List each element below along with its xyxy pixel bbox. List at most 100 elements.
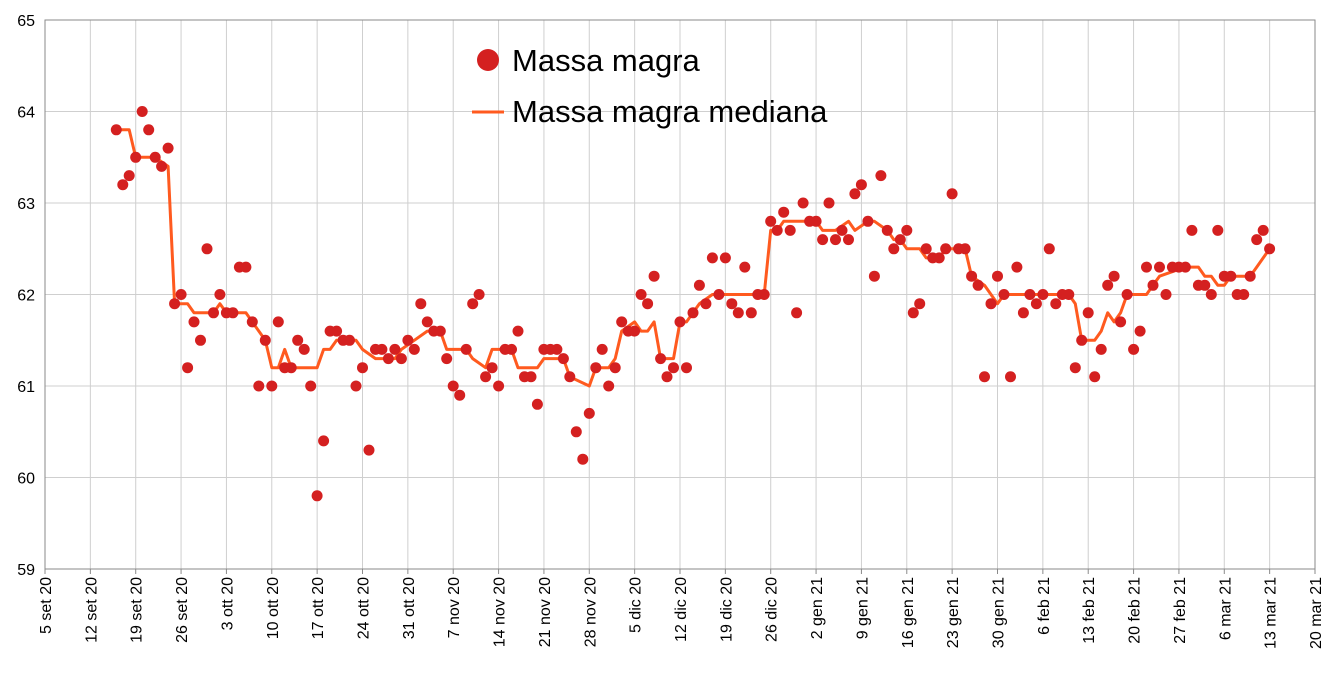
scatter-point — [1225, 270, 1237, 282]
scatter-point — [1257, 224, 1269, 236]
scatter-point — [344, 334, 355, 346]
scatter-point — [862, 215, 874, 227]
scatter-point — [182, 362, 194, 374]
scatter-point — [700, 298, 712, 310]
scatter-point — [1244, 270, 1256, 282]
x-tick-label: 14 nov 20 — [492, 577, 509, 647]
scatter-point — [1128, 343, 1140, 355]
scatter-point — [713, 289, 725, 300]
scatter-point — [810, 215, 822, 227]
scatter-point — [531, 398, 543, 410]
scatter-point — [642, 298, 654, 310]
scatter-point — [1043, 243, 1055, 255]
scatter-point — [1186, 224, 1198, 236]
scatter-point — [493, 380, 505, 392]
scatter-point — [253, 380, 265, 392]
scatter-point — [570, 426, 582, 438]
x-tick-label: 10 ott 20 — [265, 577, 282, 639]
scatter-point — [1030, 298, 1042, 310]
scatter-point — [318, 435, 330, 447]
scatter-point — [305, 380, 317, 392]
x-tick-label: 28 nov 20 — [582, 577, 599, 647]
scatter-point — [985, 298, 997, 310]
scatter-point — [577, 453, 589, 465]
scatter-point — [1011, 261, 1023, 273]
scatter-point — [363, 444, 375, 456]
scatter-point — [156, 160, 168, 172]
scatter-point — [771, 224, 783, 236]
scatter-point — [1063, 289, 1075, 300]
scatter-point — [765, 215, 777, 227]
x-tick-label: 21 nov 20 — [537, 577, 554, 647]
scatter-point — [169, 298, 181, 310]
scatter-point — [117, 179, 129, 191]
scatter-point — [609, 362, 621, 374]
scatter-point — [907, 307, 919, 319]
scatter-point — [227, 307, 239, 319]
scatter-point — [357, 362, 368, 374]
x-tick-label: 30 gen 21 — [991, 577, 1008, 648]
scatter-point — [551, 343, 563, 355]
scatter-point — [311, 490, 323, 502]
scatter-point — [823, 197, 835, 209]
scatter-point — [162, 142, 174, 154]
x-tick-label: 5 dic 20 — [628, 577, 645, 633]
scatter-point — [1251, 234, 1263, 246]
scatter-point — [655, 353, 667, 365]
x-tick-label: 7 nov 20 — [446, 577, 463, 638]
scatter-point — [421, 316, 433, 328]
y-tick-label: 61 — [17, 379, 35, 396]
scatter-point — [739, 261, 751, 273]
scatter-point — [843, 234, 854, 246]
legend-label-median: Massa magra mediana — [512, 94, 828, 129]
scatter-point — [1076, 334, 1088, 346]
y-tick-label: 64 — [17, 105, 35, 122]
x-tick-label: 13 mar 21 — [1263, 577, 1280, 649]
scatter-point — [1199, 279, 1211, 291]
scatter-point — [1154, 261, 1165, 273]
scatter-point — [480, 371, 492, 383]
scatter-point — [616, 316, 628, 328]
scatter-point — [972, 279, 984, 291]
scatter-point — [901, 224, 913, 236]
scatter-point — [240, 261, 252, 273]
scatter-point — [674, 316, 686, 328]
scatter-point — [758, 289, 770, 300]
scatter-point — [855, 179, 867, 191]
legend-label-points: Massa magra — [512, 43, 701, 78]
scatter-point — [992, 270, 1003, 282]
scatter-point — [214, 289, 226, 300]
scatter-point — [408, 343, 420, 355]
median-series-line — [116, 128, 1271, 388]
scatter-point — [473, 289, 485, 300]
scatter-point — [797, 197, 809, 209]
median-line-layer — [116, 128, 1271, 388]
scatter-point — [635, 289, 647, 300]
scatter-point — [123, 170, 135, 182]
scatter-point — [1024, 289, 1036, 300]
x-tick-label: 26 dic 20 — [764, 577, 781, 642]
x-tick-label: 31 ott 20 — [401, 577, 418, 639]
axes — [44, 19, 1316, 574]
y-tick-label: 62 — [17, 288, 35, 305]
scatter-point — [1069, 362, 1081, 374]
x-tick-label: 19 set 20 — [129, 577, 146, 643]
scatter-point — [395, 353, 407, 365]
x-tick-label: 12 set 20 — [83, 577, 100, 643]
x-tick-label: 3 ott 20 — [219, 577, 236, 630]
x-tick-labels: 5 set 20 12 set 20 19 set 20 26 set 20 3 ott… — [38, 577, 1325, 649]
scatter-point — [441, 353, 453, 365]
scatter-point — [110, 124, 122, 136]
scatter-point — [266, 380, 278, 392]
x-tick-label: 13 feb 21 — [1081, 577, 1098, 644]
scatter-point — [175, 289, 187, 300]
scatter-point — [188, 316, 200, 328]
scatter-point — [946, 188, 958, 200]
scatter-point — [726, 298, 738, 310]
scatter-point — [894, 234, 906, 246]
scatter-point — [506, 343, 517, 355]
scatter-point — [402, 334, 414, 346]
scatter-point — [940, 243, 952, 255]
scatter-point — [525, 371, 537, 383]
